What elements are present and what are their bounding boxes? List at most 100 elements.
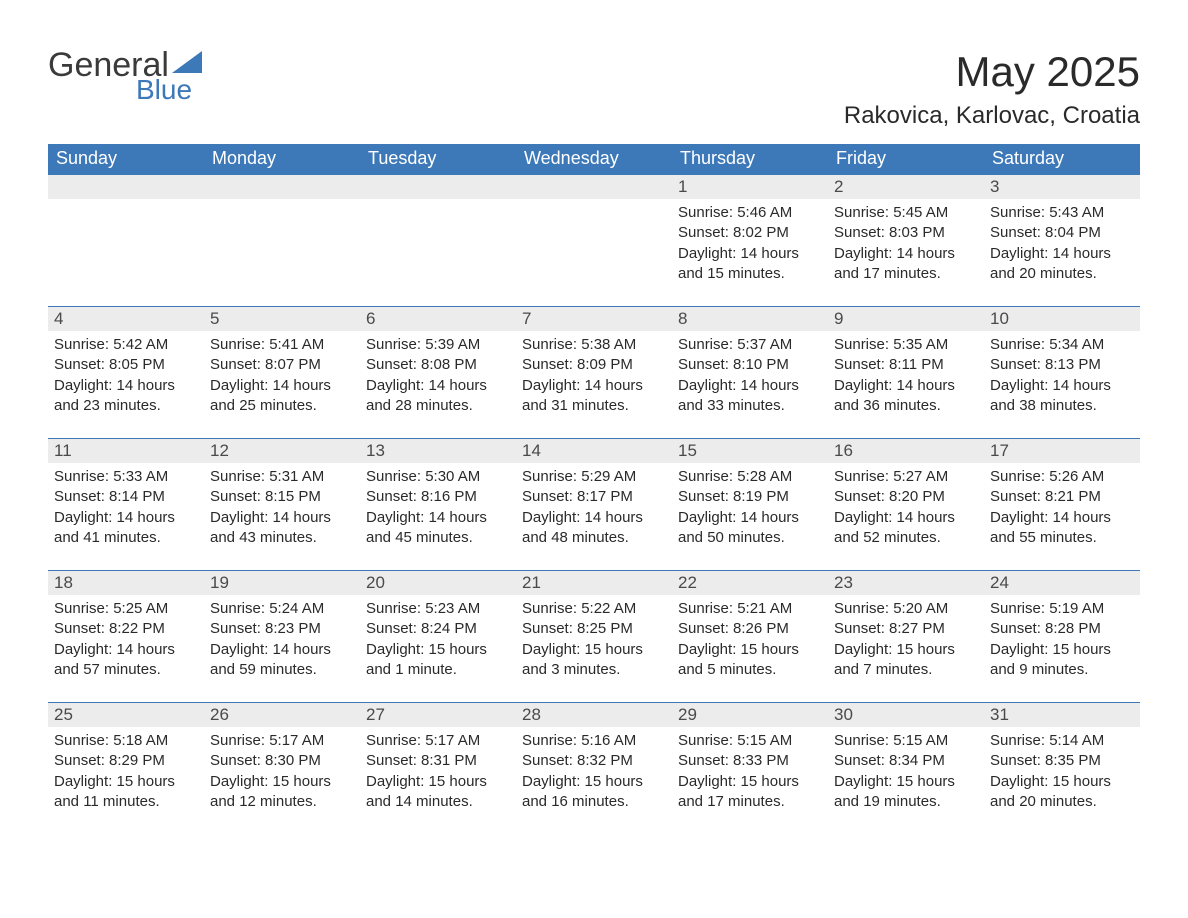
sunset-text: Sunset: 8:10 PM xyxy=(678,355,822,375)
sunrise-text: Sunrise: 5:35 AM xyxy=(834,335,978,355)
calendar-day-cell: 16Sunrise: 5:27 AMSunset: 8:20 PMDayligh… xyxy=(828,439,984,571)
sunrise-text: Sunrise: 5:39 AM xyxy=(366,335,510,355)
daylight-text: Daylight: 14 hours and 55 minutes. xyxy=(990,508,1134,549)
weekday-header-row: Sunday Monday Tuesday Wednesday Thursday… xyxy=(48,144,1140,175)
sunset-text: Sunset: 8:23 PM xyxy=(210,619,354,639)
sunset-text: Sunset: 8:02 PM xyxy=(678,223,822,243)
day-number: 31 xyxy=(984,703,1140,727)
day-details: Sunrise: 5:19 AMSunset: 8:28 PMDaylight:… xyxy=(984,595,1140,702)
day-number: 11 xyxy=(48,439,204,463)
daylight-text: Daylight: 14 hours and 33 minutes. xyxy=(678,376,822,417)
sunrise-text: Sunrise: 5:26 AM xyxy=(990,467,1134,487)
day-details: Sunrise: 5:31 AMSunset: 8:15 PMDaylight:… xyxy=(204,463,360,570)
daylight-text: Daylight: 14 hours and 28 minutes. xyxy=(366,376,510,417)
sunrise-text: Sunrise: 5:38 AM xyxy=(522,335,666,355)
daylight-text: Daylight: 14 hours and 38 minutes. xyxy=(990,376,1134,417)
weekday-header: Monday xyxy=(204,144,360,175)
calendar-day-cell: 19Sunrise: 5:24 AMSunset: 8:23 PMDayligh… xyxy=(204,571,360,703)
sunset-text: Sunset: 8:05 PM xyxy=(54,355,198,375)
daylight-text: Daylight: 15 hours and 20 minutes. xyxy=(990,772,1134,813)
day-details: Sunrise: 5:38 AMSunset: 8:09 PMDaylight:… xyxy=(516,331,672,438)
daylight-text: Daylight: 15 hours and 14 minutes. xyxy=(366,772,510,813)
calendar-day-cell: 28Sunrise: 5:16 AMSunset: 8:32 PMDayligh… xyxy=(516,703,672,835)
sunset-text: Sunset: 8:26 PM xyxy=(678,619,822,639)
sunrise-text: Sunrise: 5:17 AM xyxy=(210,731,354,751)
daylight-text: Daylight: 15 hours and 1 minute. xyxy=(366,640,510,681)
daylight-text: Daylight: 15 hours and 16 minutes. xyxy=(522,772,666,813)
calendar-day-cell: 1Sunrise: 5:46 AMSunset: 8:02 PMDaylight… xyxy=(672,175,828,307)
header: General Blue May 2025 Rakovica, Karlovac… xyxy=(48,48,1140,130)
calendar-day-cell: 9Sunrise: 5:35 AMSunset: 8:11 PMDaylight… xyxy=(828,307,984,439)
day-details: Sunrise: 5:39 AMSunset: 8:08 PMDaylight:… xyxy=(360,331,516,438)
day-details: Sunrise: 5:43 AMSunset: 8:04 PMDaylight:… xyxy=(984,199,1140,306)
weekday-header: Wednesday xyxy=(516,144,672,175)
day-details: Sunrise: 5:20 AMSunset: 8:27 PMDaylight:… xyxy=(828,595,984,702)
sunrise-text: Sunrise: 5:31 AM xyxy=(210,467,354,487)
sunset-text: Sunset: 8:32 PM xyxy=(522,751,666,771)
daylight-text: Daylight: 15 hours and 9 minutes. xyxy=(990,640,1134,681)
daylight-text: Daylight: 14 hours and 17 minutes. xyxy=(834,244,978,285)
sunrise-text: Sunrise: 5:43 AM xyxy=(990,203,1134,223)
sunrise-text: Sunrise: 5:15 AM xyxy=(834,731,978,751)
calendar-day-cell: 24Sunrise: 5:19 AMSunset: 8:28 PMDayligh… xyxy=(984,571,1140,703)
sunset-text: Sunset: 8:16 PM xyxy=(366,487,510,507)
day-details: Sunrise: 5:18 AMSunset: 8:29 PMDaylight:… xyxy=(48,727,204,834)
sunset-text: Sunset: 8:35 PM xyxy=(990,751,1134,771)
calendar-day-cell: 26Sunrise: 5:17 AMSunset: 8:30 PMDayligh… xyxy=(204,703,360,835)
day-number: 16 xyxy=(828,439,984,463)
day-number: 6 xyxy=(360,307,516,331)
day-number: 30 xyxy=(828,703,984,727)
calendar-day-cell: 4Sunrise: 5:42 AMSunset: 8:05 PMDaylight… xyxy=(48,307,204,439)
day-details: Sunrise: 5:34 AMSunset: 8:13 PMDaylight:… xyxy=(984,331,1140,438)
day-details: Sunrise: 5:15 AMSunset: 8:34 PMDaylight:… xyxy=(828,727,984,834)
sunrise-text: Sunrise: 5:14 AM xyxy=(990,731,1134,751)
day-number xyxy=(360,175,516,199)
sunset-text: Sunset: 8:21 PM xyxy=(990,487,1134,507)
day-number: 2 xyxy=(828,175,984,199)
calendar-day-cell: 31 Sunrise: 5:14 AMSunset: 8:35 PMDayligh… xyxy=(984,703,1140,835)
sunset-text: Sunset: 8:33 PM xyxy=(678,751,822,771)
day-details xyxy=(516,199,672,289)
location-subtitle: Rakovica, Karlovac, Croatia xyxy=(844,102,1140,130)
daylight-text: Daylight: 15 hours and 3 minutes. xyxy=(522,640,666,681)
calendar-day-cell: 13Sunrise: 5:30 AMSunset: 8:16 PMDayligh… xyxy=(360,439,516,571)
month-title: May 2025 xyxy=(844,48,1140,96)
sunset-text: Sunset: 8:29 PM xyxy=(54,751,198,771)
calendar-day-cell: 15Sunrise: 5:28 AMSunset: 8:19 PMDayligh… xyxy=(672,439,828,571)
calendar-day-cell xyxy=(360,175,516,307)
calendar-day-cell: 11Sunrise: 5:33 AMSunset: 8:14 PMDayligh… xyxy=(48,439,204,571)
day-number: 23 xyxy=(828,571,984,595)
sunrise-text: Sunrise: 5:46 AM xyxy=(678,203,822,223)
sunrise-text: Sunrise: 5:22 AM xyxy=(522,599,666,619)
weekday-header: Sunday xyxy=(48,144,204,175)
day-details: Sunrise: 5:27 AMSunset: 8:20 PMDaylight:… xyxy=(828,463,984,570)
day-number xyxy=(204,175,360,199)
sunrise-text: Sunrise: 5:17 AM xyxy=(366,731,510,751)
day-details: Sunrise: 5:17 AMSunset: 8:30 PMDaylight:… xyxy=(204,727,360,834)
sunset-text: Sunset: 8:13 PM xyxy=(990,355,1134,375)
sunset-text: Sunset: 8:24 PM xyxy=(366,619,510,639)
calendar-day-cell: 17Sunrise: 5:26 AMSunset: 8:21 PMDayligh… xyxy=(984,439,1140,571)
calendar-week-row: 1 Sunrise: 5:46 AMSunset: 8:02 PM Daylight… xyxy=(48,175,1140,307)
calendar-day-cell: 20Sunrise: 5:23 AMSunset: 8:24 PMDayligh… xyxy=(360,571,516,703)
calendar-day-cell: 21Sunrise: 5:22 AMSunset: 8:25 PMDayligh… xyxy=(516,571,672,703)
day-details: Sunrise: 5:42 AMSunset: 8:05 PMDaylight:… xyxy=(48,331,204,438)
day-details: Sunrise: 5:26 AMSunset: 8:21 PMDaylight:… xyxy=(984,463,1140,570)
day-number: 4 xyxy=(48,307,204,331)
calendar-day-cell: 2Sunrise: 5:45 AMSunset: 8:03 PMDaylight… xyxy=(828,175,984,307)
day-details xyxy=(360,199,516,289)
calendar-table: Sunday Monday Tuesday Wednesday Thursday… xyxy=(48,144,1140,834)
sunrise-text: Sunrise: 5:45 AM xyxy=(834,203,978,223)
day-details: Sunrise: 5:16 AMSunset: 8:32 PMDaylight:… xyxy=(516,727,672,834)
calendar-week-row: 11Sunrise: 5:33 AMSunset: 8:14 PMDayligh… xyxy=(48,439,1140,571)
daylight-text: Daylight: 15 hours and 5 minutes. xyxy=(678,640,822,681)
sunrise-text: Sunrise: 5:27 AM xyxy=(834,467,978,487)
sunset-text: Sunset: 8:20 PM xyxy=(834,487,978,507)
day-number: 15 xyxy=(672,439,828,463)
calendar-week-row: 25Sunrise: 5:18 AMSunset: 8:29 PMDayligh… xyxy=(48,703,1140,835)
day-number: 28 xyxy=(516,703,672,727)
calendar-day-cell xyxy=(204,175,360,307)
day-number: 1 xyxy=(672,175,828,199)
day-number xyxy=(48,175,204,199)
calendar-day-cell: 22Sunrise: 5:21 AMSunset: 8:26 PMDayligh… xyxy=(672,571,828,703)
